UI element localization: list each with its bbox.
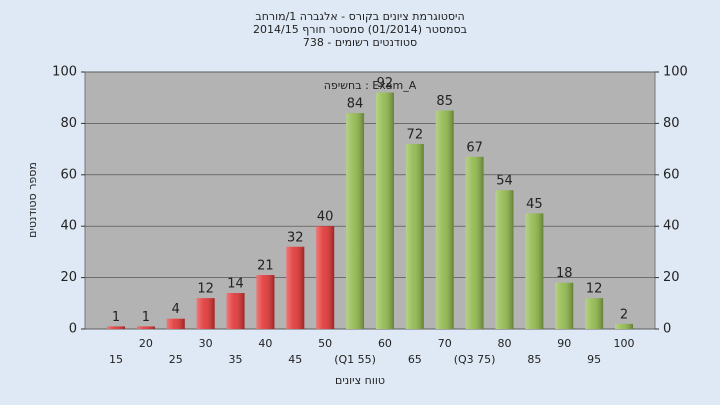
bar-shade bbox=[286, 246, 305, 329]
x-tick-label: (Q1 55) bbox=[334, 353, 376, 366]
bar-shade bbox=[615, 323, 633, 329]
y2-tick-label: 0 bbox=[663, 322, 671, 337]
chart-subtitle: סטודנטים רשומים - 738 bbox=[303, 36, 417, 49]
data-label: 40 bbox=[317, 210, 334, 225]
data-label: 1 bbox=[112, 310, 120, 325]
bar-shade bbox=[495, 190, 514, 329]
bar-shade bbox=[256, 275, 275, 329]
data-label: 21 bbox=[257, 259, 274, 274]
y-axis-label: מספר סטודנטים bbox=[26, 162, 39, 238]
bar-shade bbox=[166, 318, 185, 329]
chart-title: היסטוגרמת ציונים בקורס - אלגברה 1/מורחב bbox=[255, 10, 464, 23]
x-tick-label: 50 bbox=[318, 337, 332, 350]
bar-shade bbox=[226, 293, 245, 329]
x-tick-label: (Q3 75) bbox=[454, 353, 496, 366]
x-tick-label: 20 bbox=[139, 337, 153, 350]
x-tick-label: 15 bbox=[109, 353, 123, 366]
x-tick-label: 60 bbox=[378, 337, 392, 350]
data-label: 84 bbox=[347, 97, 364, 112]
bar-shade bbox=[465, 156, 484, 329]
y-tick-label: 40 bbox=[60, 219, 77, 234]
chart-subtitle: בסמסטר (01/2014) סמסטר חורף 2014/15 bbox=[253, 23, 467, 36]
bar-shade bbox=[107, 326, 125, 329]
bar-shade bbox=[555, 282, 574, 329]
bar-shade bbox=[196, 298, 215, 329]
y-tick-label: 60 bbox=[60, 167, 77, 182]
bar-shade bbox=[405, 143, 424, 329]
y2-tick-label: 80 bbox=[663, 116, 680, 131]
y2-tick-label: 20 bbox=[663, 270, 680, 285]
x-tick-label: 65 bbox=[408, 353, 422, 366]
x-tick-label: 90 bbox=[557, 337, 571, 350]
bar-shade bbox=[585, 298, 604, 329]
y-tick-label: 80 bbox=[60, 116, 77, 131]
y-tick-label: 20 bbox=[60, 270, 77, 285]
data-label: 4 bbox=[172, 302, 180, 317]
x-tick-label: 80 bbox=[497, 337, 511, 350]
x-tick-label: 25 bbox=[169, 353, 183, 366]
data-label: 1 bbox=[142, 310, 150, 325]
x-tick-label: 45 bbox=[288, 353, 302, 366]
x-tick-label: 40 bbox=[258, 337, 272, 350]
y-tick-label: 100 bbox=[52, 65, 77, 80]
bar-shade bbox=[375, 92, 394, 329]
data-label: 45 bbox=[526, 197, 543, 212]
y-tick-label: 0 bbox=[69, 322, 77, 337]
data-label: 85 bbox=[436, 94, 453, 109]
y2-tick-label: 60 bbox=[663, 167, 680, 182]
data-label: 12 bbox=[197, 282, 214, 297]
bar-shade bbox=[525, 213, 544, 329]
x-tick-label: 35 bbox=[229, 353, 243, 366]
y2-tick-label: 100 bbox=[663, 65, 688, 80]
bar-shade bbox=[346, 113, 365, 330]
x-tick-label: 95 bbox=[587, 353, 601, 366]
bar-shade bbox=[435, 110, 454, 329]
x-tick-label: 70 bbox=[438, 337, 452, 350]
data-label: 92 bbox=[377, 76, 394, 91]
x-tick-label: 100 bbox=[614, 337, 635, 350]
x-tick-label: 85 bbox=[527, 353, 541, 366]
x-axis-label: טווח ציונים bbox=[335, 374, 385, 387]
data-label: 72 bbox=[407, 127, 424, 142]
data-label: 2 bbox=[620, 307, 628, 322]
data-label: 12 bbox=[586, 282, 603, 297]
bar-shade bbox=[136, 326, 155, 329]
data-label: 54 bbox=[496, 174, 513, 189]
data-label: 18 bbox=[556, 266, 573, 281]
bar-shade bbox=[316, 226, 335, 329]
data-label: 32 bbox=[287, 230, 304, 245]
y2-tick-label: 40 bbox=[663, 219, 680, 234]
data-label: 67 bbox=[466, 140, 483, 155]
x-tick-label: 30 bbox=[199, 337, 213, 350]
data-label: 14 bbox=[227, 277, 244, 292]
annotation: בחשיפה : Exam_A bbox=[324, 79, 417, 92]
